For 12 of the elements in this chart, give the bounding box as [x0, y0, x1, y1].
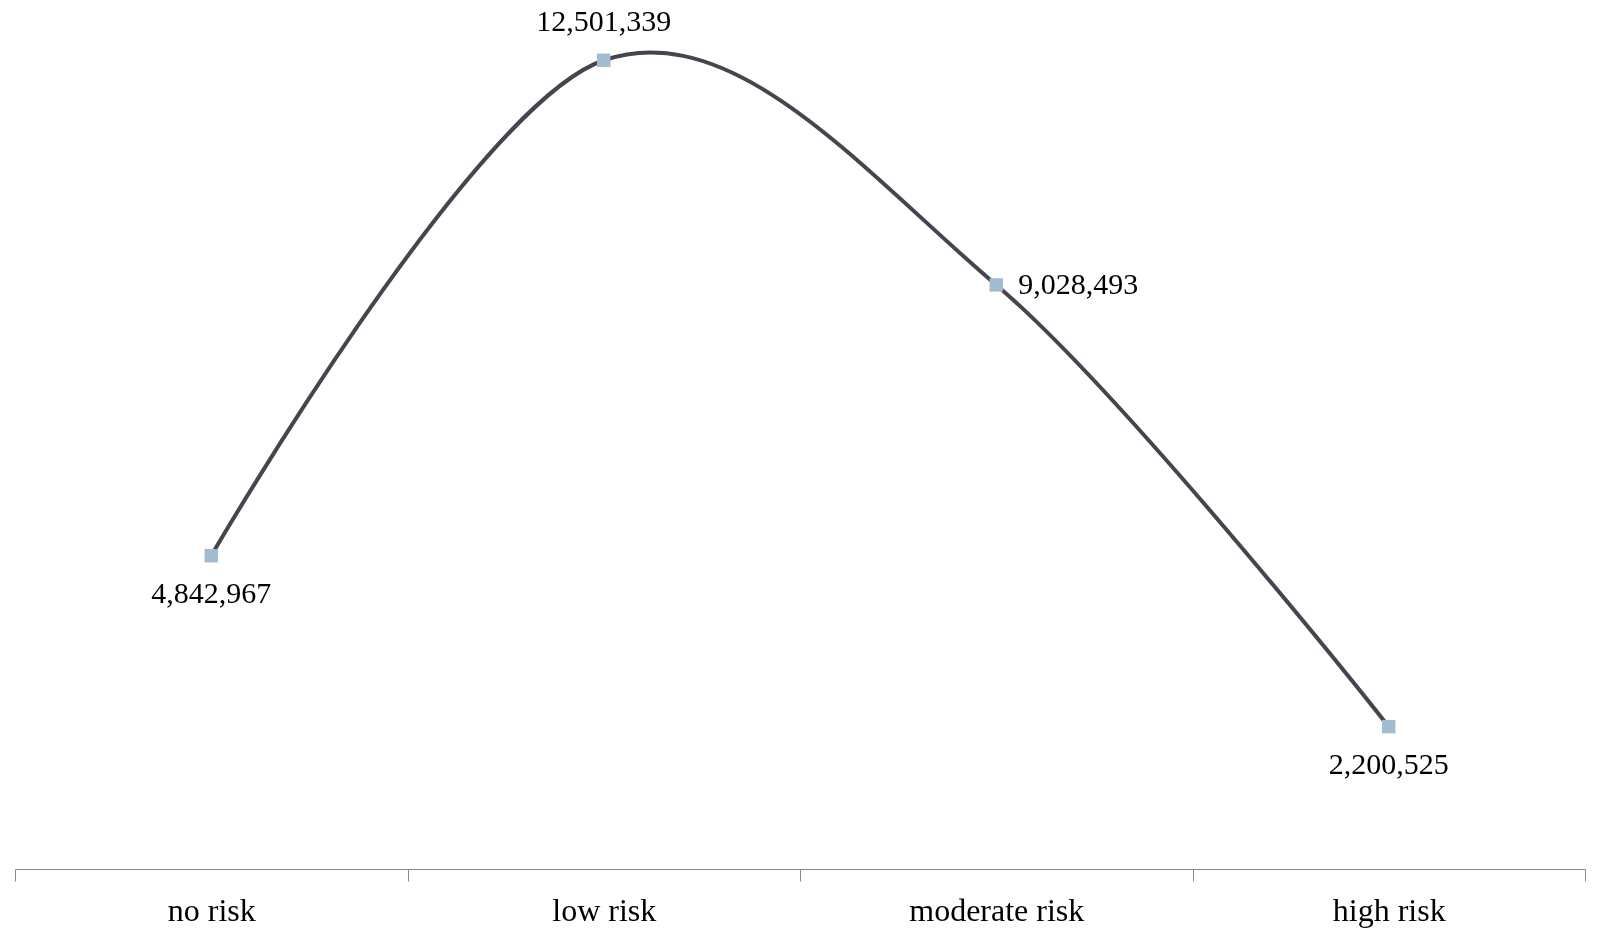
data-label: 2,200,525 [1328, 746, 1449, 780]
point [204, 548, 218, 563]
x-tick-label: low risk [552, 891, 657, 928]
x-tick-label: moderate risk [909, 891, 1085, 928]
data-label: 12,501,339 [536, 4, 672, 38]
point [1382, 719, 1396, 734]
data-label: 9,028,493 [1018, 266, 1139, 300]
x-tick-label: high risk [1332, 891, 1446, 928]
point [989, 278, 1003, 292]
point [597, 53, 611, 67]
data-label: 4,842,967 [151, 575, 272, 609]
x-tick-label: no risk [167, 891, 256, 928]
